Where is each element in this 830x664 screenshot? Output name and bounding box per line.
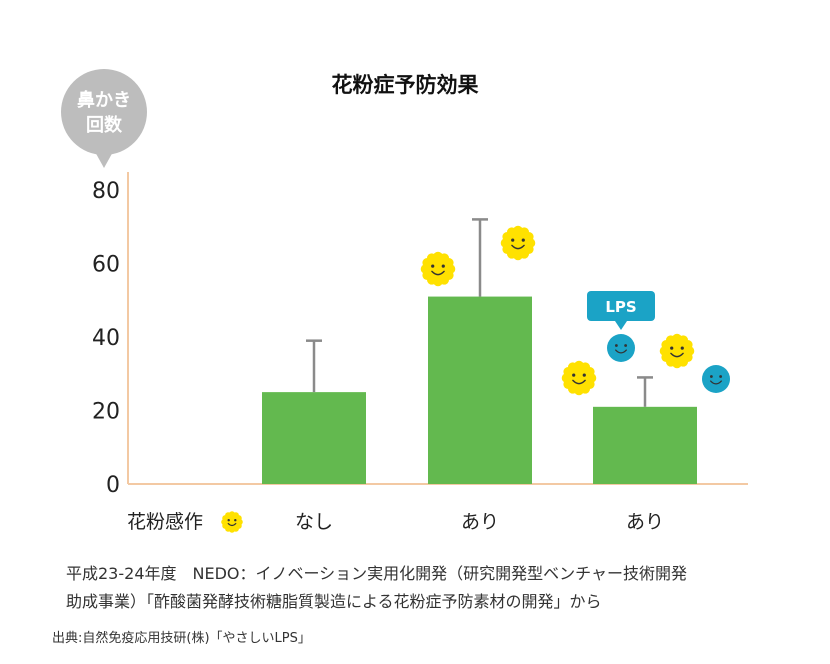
pollen-icon [500, 225, 536, 261]
pollen-icon [659, 333, 695, 369]
decorations [221, 225, 730, 533]
source-note: 出典:自然免疫応用技研(株)「やさしいLPS」 [52, 631, 311, 646]
y-tick-label: 20 [92, 400, 120, 425]
x-category-label: なし [295, 511, 333, 533]
pollen-icon [561, 360, 597, 396]
pollen-icon [221, 511, 243, 533]
lps-tag-text: LPS [605, 298, 636, 316]
category-labels: なし あり あり [295, 511, 664, 533]
y-axis-label-line2: 回数 [86, 114, 123, 136]
row-label: 花粉感作 [127, 511, 203, 533]
lps-tag: LPS [587, 291, 655, 330]
y-axis-label-line1: 鼻かき [77, 89, 131, 111]
pollen-icon [420, 251, 456, 287]
y-axis-ticks: 0 20 40 60 80 [92, 179, 120, 498]
y-tick-label: 40 [92, 326, 120, 351]
footnote-line1: 平成23-24年度 NEDO：イノベーション実用化開発（研究開発型ベンチャー技術… [66, 564, 688, 583]
x-category-label: あり [461, 511, 499, 533]
lps-icon [607, 334, 635, 362]
error-bar [472, 218, 488, 297]
chart-title: 花粉症予防効果 [332, 73, 479, 97]
y-tick-label: 60 [92, 253, 120, 278]
lps-icon [702, 365, 730, 393]
error-bar [306, 339, 322, 393]
y-axis-label-bubble: 鼻かき 回数 [61, 69, 147, 168]
x-category-label: あり [626, 511, 664, 533]
footnote-line2: 助成事業）「酢酸菌発酵技術糖脂質製造による花粉症予防素材の開発」から [66, 592, 602, 611]
bars [262, 296, 697, 484]
y-tick-label: 0 [106, 473, 120, 498]
bar [428, 296, 532, 484]
y-tick-label: 80 [92, 179, 120, 204]
chart: 花粉症予防効果 鼻かき 回数 0 20 40 60 80 なし あり あり 花粉感作 LPS [61, 69, 748, 533]
error-bars [306, 218, 653, 407]
bar [593, 406, 697, 484]
bar [262, 392, 366, 484]
error-bar [637, 376, 653, 407]
